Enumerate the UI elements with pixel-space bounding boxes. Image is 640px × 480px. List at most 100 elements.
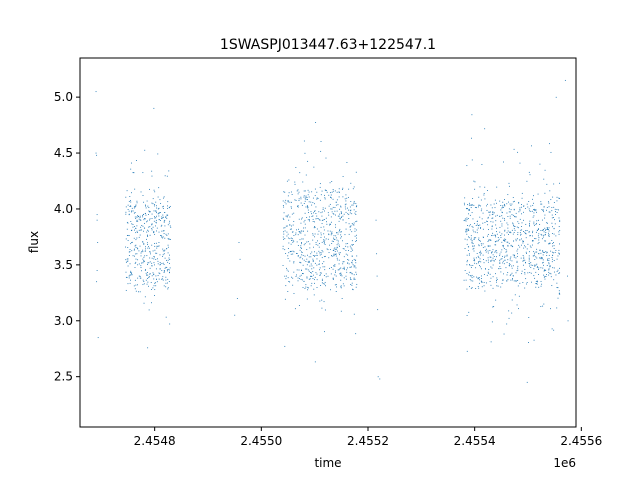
data-point [149,188,150,190]
data-point [490,221,492,223]
data-point [478,261,480,263]
data-point [528,224,530,226]
data-point [305,284,307,286]
data-point [480,227,482,228]
data-point [480,268,482,270]
data-point [138,229,140,231]
x-axis-offset-label: 1e6 [553,456,576,470]
data-point [492,249,494,251]
data-point [505,239,507,241]
data-point [95,91,97,93]
data-point [352,244,354,245]
data-point [299,239,301,241]
data-point [524,287,526,289]
data-point [491,251,493,253]
data-point [126,228,128,230]
data-point [322,266,324,268]
data-point [130,168,132,170]
data-point [156,258,158,260]
data-point [312,260,314,261]
data-point [493,259,495,261]
data-point [525,223,527,225]
data-point [548,234,550,236]
data-point [507,259,509,261]
data-point [300,222,302,224]
data-point [476,223,478,225]
data-point [533,254,535,256]
data-point [149,219,150,221]
data-point [135,204,137,206]
data-point [300,245,302,247]
data-point [528,260,530,262]
data-point [307,289,309,291]
data-point [152,272,154,274]
data-point [494,234,496,236]
data-point [156,252,158,254]
data-point [535,231,537,233]
data-point [318,246,320,248]
data-point [473,257,475,259]
data-point [168,222,170,224]
data-point [132,226,134,228]
data-point [521,229,523,231]
data-point [549,190,551,192]
data-point [131,223,133,225]
data-point [520,234,522,236]
data-point [158,278,160,280]
data-point [519,209,521,210]
data-point [325,276,327,278]
data-point [534,277,536,279]
data-point [140,191,142,193]
data-point [321,263,323,265]
data-point [299,278,300,280]
data-point [491,217,493,219]
data-point [558,272,560,274]
data-point [524,273,526,275]
data-point [548,232,550,234]
data-point [500,205,502,206]
data-point [526,248,528,250]
data-point [339,268,341,270]
data-point [529,272,531,274]
data-point [507,245,509,247]
data-point [551,232,553,234]
data-point [304,255,306,257]
data-point [504,203,505,205]
data-point [490,266,492,268]
data-point [353,202,355,204]
data-point [472,245,474,247]
data-point [339,229,340,231]
data-point [534,264,536,266]
data-point [296,253,298,254]
data-point [289,250,291,252]
data-point [143,256,145,258]
data-point [293,240,295,242]
data-point [143,259,145,261]
data-point [154,191,156,193]
data-point [537,266,539,268]
data-point [567,275,568,277]
data-point [478,245,480,247]
data-point [167,208,169,209]
data-point [285,225,287,227]
data-point [553,216,554,218]
data-point [314,210,316,212]
data-point [355,262,357,264]
data-point [538,269,539,270]
data-point [528,317,530,318]
data-point [166,214,168,216]
data-point [506,274,508,276]
data-point [146,272,148,273]
data-point [489,256,491,258]
data-point [496,202,497,204]
data-point [325,238,327,240]
data-point [484,198,486,200]
data-point [315,242,317,244]
data-point [144,296,146,298]
data-point [294,181,296,183]
data-point [539,257,541,259]
data-point [153,255,155,257]
data-point [139,215,141,217]
data-point [509,257,511,259]
data-point [297,255,299,257]
